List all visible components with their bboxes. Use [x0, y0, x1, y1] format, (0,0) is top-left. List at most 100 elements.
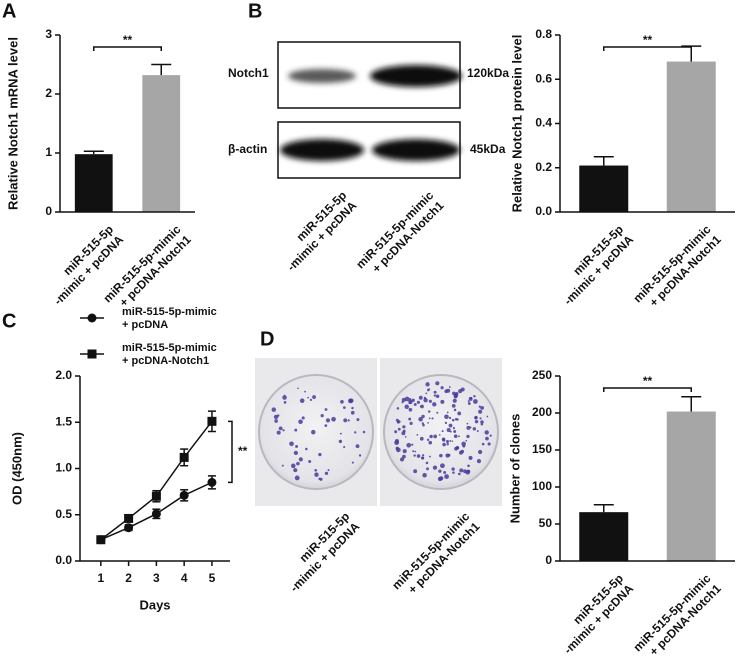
significance: **	[123, 33, 133, 47]
colony	[423, 396, 427, 400]
colony	[331, 416, 336, 422]
colony	[414, 450, 417, 453]
colony	[343, 418, 348, 423]
colony	[416, 454, 421, 458]
marker	[179, 452, 189, 462]
colony	[431, 417, 434, 420]
colony	[452, 471, 455, 474]
y-tick-label: 0.0	[55, 553, 72, 567]
colony	[480, 420, 484, 424]
significance-bracket	[93, 46, 162, 51]
colony	[440, 399, 445, 404]
x-tick-label: 4	[181, 571, 188, 585]
marker	[151, 509, 161, 519]
x-tick-label: 5	[209, 571, 216, 585]
colony	[422, 454, 425, 457]
colony	[440, 386, 444, 390]
colony	[354, 431, 357, 434]
y-axis-label: Relative Notch1 protein level	[509, 35, 524, 213]
colony	[427, 410, 431, 413]
colony	[436, 411, 439, 414]
colony	[445, 439, 450, 444]
colony	[422, 473, 427, 478]
colony	[299, 398, 305, 403]
colony	[444, 414, 449, 420]
colony	[416, 400, 421, 404]
colony	[479, 417, 482, 420]
colony	[324, 408, 328, 411]
colony	[421, 456, 424, 459]
colony	[428, 388, 431, 390]
colony	[474, 415, 478, 420]
colony	[416, 433, 419, 436]
colony	[442, 442, 446, 447]
colony	[466, 434, 470, 439]
colony	[478, 449, 483, 455]
colony	[421, 422, 425, 425]
colony	[324, 471, 329, 476]
colony	[402, 425, 406, 429]
colony	[307, 396, 309, 399]
y-tick-label: 1.0	[55, 461, 72, 475]
colony	[418, 395, 423, 400]
colony	[449, 440, 452, 442]
y-axis-label: OD (450nm)	[9, 432, 24, 505]
significance: **	[238, 444, 248, 458]
colony	[296, 461, 300, 466]
colony	[451, 467, 455, 471]
colony	[452, 427, 455, 430]
colony	[404, 404, 409, 410]
marker	[151, 491, 161, 501]
colony	[293, 450, 299, 455]
colony	[446, 427, 451, 432]
colony	[351, 406, 354, 410]
marker	[124, 513, 134, 523]
bar	[142, 75, 181, 213]
colony	[304, 390, 306, 393]
colony	[447, 453, 451, 457]
marker	[207, 477, 217, 487]
colony	[435, 394, 440, 399]
bar	[666, 61, 716, 212]
x-tick-label: miR-515-5p-mimic+ pcDNA-Notch1	[631, 571, 724, 664]
colony	[462, 444, 466, 448]
colony	[454, 417, 458, 421]
colony	[437, 476, 443, 482]
colony	[397, 427, 401, 431]
blot-category: miR-515-5p-mimic + pcDNA	[274, 188, 360, 274]
colony	[413, 469, 418, 474]
colony	[355, 444, 360, 449]
colony-dishes: miR-515-5p-mimic + pcDNA miR-515-5p-mimi…	[255, 358, 502, 602]
colony	[399, 457, 405, 462]
colony	[444, 421, 448, 425]
colony	[452, 398, 457, 403]
colony	[308, 460, 312, 463]
panel-label: B	[248, 0, 262, 22]
y-axis-label: Number of clones	[507, 414, 522, 524]
colony	[294, 428, 298, 432]
colony	[481, 442, 485, 446]
colony	[402, 454, 406, 459]
colony	[426, 438, 430, 441]
marker	[124, 523, 134, 533]
x-tick-label: 3	[153, 571, 160, 585]
colony	[485, 436, 489, 441]
panel-label: A	[2, 0, 16, 22]
colony	[458, 472, 461, 476]
colony	[291, 463, 296, 469]
x-axis-label: Days	[139, 597, 170, 612]
dish-category: miR-515-5p-mimic+ pcDNA-Notch1	[389, 509, 482, 602]
legend-marker	[87, 349, 97, 359]
significance-bracket	[603, 387, 692, 392]
colony	[408, 402, 411, 405]
colony	[453, 408, 457, 412]
colony	[422, 423, 425, 427]
y-tick-label: 50	[539, 516, 553, 530]
panel-label: D	[260, 328, 274, 350]
colony	[327, 469, 330, 472]
colony	[478, 405, 481, 408]
colony	[449, 430, 452, 433]
y-tick-label: 0.5	[55, 507, 72, 521]
series-line	[100, 420, 213, 541]
colony	[418, 416, 423, 422]
